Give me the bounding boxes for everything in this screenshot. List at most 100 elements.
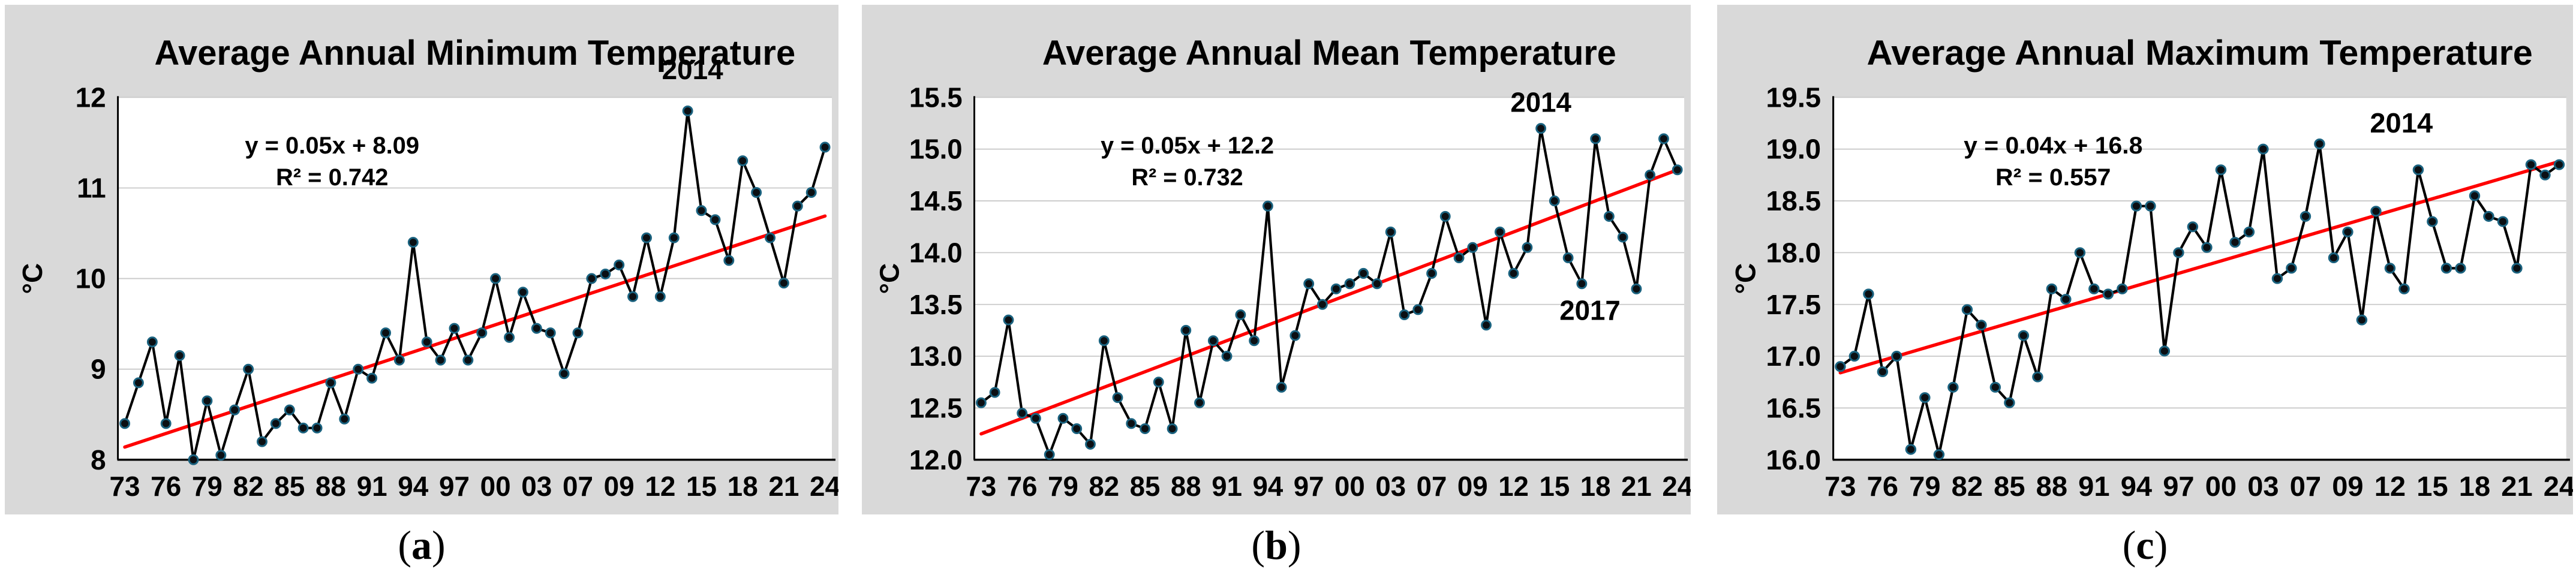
data-point (1003, 314, 1014, 326)
data-point (1372, 278, 1382, 290)
x-tick-label: 12 (1498, 471, 1529, 502)
x-tick-label: 15 (686, 471, 717, 502)
data-point (229, 404, 241, 416)
data-point (1098, 335, 1110, 347)
data-point (2102, 288, 2114, 300)
data-point (476, 327, 488, 339)
x-tick-label: 91 (1212, 471, 1242, 502)
data-point (1262, 200, 1273, 212)
caption-letter: b (1265, 522, 1288, 568)
data-point (1919, 392, 1931, 404)
y-tick-label: 12.0 (909, 444, 963, 475)
data-point (1344, 278, 1355, 290)
x-tick-label: 09 (604, 471, 635, 502)
x-tick-label: 73 (966, 471, 997, 502)
data-point (1863, 288, 1874, 300)
data-point (1140, 423, 1150, 434)
data-point (778, 278, 789, 289)
data-point (1617, 231, 1628, 243)
data-point (2370, 206, 2382, 217)
trendline-r-squared: R² = 0.742 (276, 164, 388, 191)
data-point (393, 354, 405, 366)
y-tick-label: 12 (76, 82, 106, 113)
data-point (2342, 226, 2353, 237)
y-tick-label: 19.0 (1766, 134, 1821, 164)
data-point (2258, 143, 2269, 155)
caption-letter: c (2136, 522, 2154, 568)
data-point (188, 454, 199, 465)
data-point (545, 327, 556, 339)
data-point (421, 336, 432, 348)
x-tick-label: 24 (810, 471, 838, 502)
figure-column-a: 8 9 10 11 12 °C 73 76 79 82 85 88 91 94 97 00 03 07 09 12 15… (5, 5, 838, 568)
x-tick-label: 21 (1621, 471, 1652, 502)
data-point (2314, 139, 2325, 150)
data-point (284, 404, 295, 416)
data-point (989, 387, 1000, 398)
data-point (435, 354, 446, 366)
x-tick-label: 00 (480, 471, 511, 502)
data-point (1562, 252, 1574, 264)
data-point (2088, 283, 2100, 294)
data-point (2328, 252, 2340, 264)
x-tick-label: 82 (1952, 471, 1983, 501)
data-point (1933, 449, 1945, 460)
trendline-r-squared: R² = 0.732 (1131, 164, 1243, 191)
y-tick-label: 19.5 (1766, 82, 1821, 113)
data-point (2455, 263, 2466, 274)
x-tick-label: 85 (274, 471, 305, 502)
data-point (1877, 366, 1889, 378)
data-point (353, 363, 364, 375)
data-point (1330, 283, 1342, 294)
data-point (1071, 423, 1083, 434)
y-tick-label: 11 (77, 172, 106, 203)
y-axis-unit-label: °C (874, 263, 905, 294)
data-point (490, 273, 501, 284)
data-point (1358, 267, 1369, 279)
data-point (1961, 304, 1973, 315)
data-point (1947, 381, 1959, 393)
data-point (792, 200, 803, 212)
plot-svg-a: 8 9 10 11 12 °C 73 76 79 82 85 88 91 94 97 00 03 07 09 12 15… (17, 34, 838, 502)
x-tick-label: 24 (1662, 471, 1691, 502)
data-point (723, 255, 735, 266)
data-point (1426, 267, 1437, 279)
data-point (2525, 159, 2537, 170)
data-point (202, 395, 213, 407)
data-point (1126, 418, 1137, 429)
data-point (243, 363, 254, 375)
data-point (1399, 309, 1410, 321)
data-point (2159, 345, 2171, 357)
data-point (627, 291, 639, 302)
plot-svg-c: 16.0 16.5 17.0 17.5 18.0 18.5 19.0 19.5 °C 73 76 79… (1730, 34, 2573, 502)
data-point (1249, 335, 1260, 347)
data-point (1017, 408, 1028, 419)
x-tick-label: 76 (1867, 471, 1898, 501)
data-point (1976, 320, 1987, 331)
x-tick-label: 21 (2501, 471, 2532, 501)
data-point (1508, 267, 1519, 279)
x-tick-label: 76 (151, 471, 181, 502)
data-point (1030, 413, 1041, 424)
x-tick-label: 79 (192, 471, 223, 502)
data-point (1085, 438, 1096, 450)
data-point (586, 273, 597, 284)
caption-letter: a (411, 522, 432, 568)
x-tick-label: 03 (521, 471, 552, 502)
x-tick-label: 03 (1375, 471, 1406, 502)
y-tick-label: 17.5 (1766, 289, 1821, 320)
data-point (311, 422, 323, 433)
chart-panel-a: 8 9 10 11 12 °C 73 76 79 82 85 88 91 94 97 00 03 07 09 12 15… (5, 5, 838, 514)
data-point (1467, 242, 1478, 253)
data-point (1835, 361, 1846, 372)
x-tick-label: 82 (233, 471, 264, 502)
data-point (2427, 216, 2438, 227)
data-point (2511, 263, 2523, 274)
data-point (174, 350, 185, 361)
data-point (1289, 330, 1301, 341)
x-tick-label: 76 (1007, 471, 1038, 502)
data-point (2187, 221, 2199, 233)
data-point (2300, 210, 2312, 222)
data-point (737, 155, 749, 167)
x-tick-label: 12 (2374, 471, 2406, 501)
